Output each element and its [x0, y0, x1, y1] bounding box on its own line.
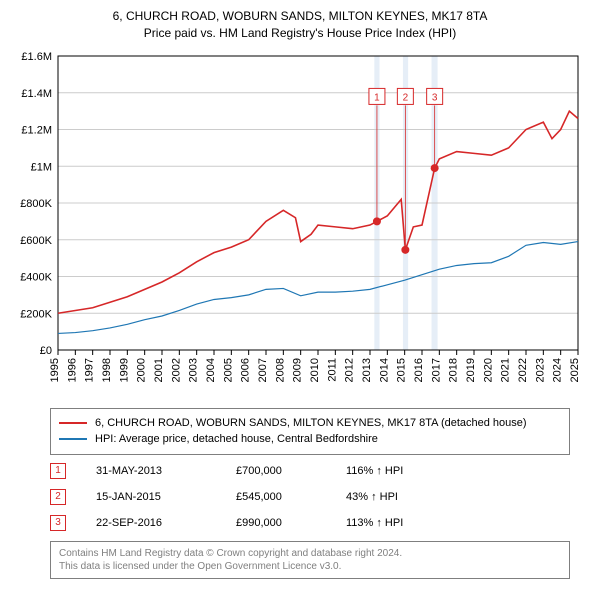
svg-text:2025: 2025 [569, 358, 581, 382]
svg-text:2002: 2002 [170, 358, 182, 382]
sale-marker-box: 1 [50, 463, 66, 479]
svg-text:1995: 1995 [49, 358, 61, 382]
svg-text:2014: 2014 [378, 358, 390, 382]
svg-text:£800K: £800K [20, 198, 52, 210]
svg-text:2011: 2011 [326, 358, 338, 382]
svg-text:1997: 1997 [84, 358, 96, 382]
svg-text:£1.6M: £1.6M [21, 51, 52, 63]
svg-text:2012: 2012 [344, 358, 356, 382]
svg-text:2009: 2009 [292, 358, 304, 382]
sale-marker-box: 2 [50, 489, 66, 505]
title-line-2: Price paid vs. HM Land Registry's House … [10, 25, 590, 42]
title-line-1: 6, CHURCH ROAD, WOBURN SANDS, MILTON KEY… [10, 8, 590, 25]
svg-text:2003: 2003 [188, 358, 200, 382]
svg-text:£0: £0 [40, 345, 52, 357]
sale-pct: 43% ↑ HPI [346, 491, 476, 503]
svg-text:£400K: £400K [20, 271, 52, 283]
legend-item: HPI: Average price, detached house, Cent… [59, 431, 561, 448]
sale-marker-box: 3 [50, 515, 66, 531]
svg-text:1996: 1996 [66, 358, 78, 382]
disclaimer-line-1: Contains HM Land Registry data © Crown c… [59, 548, 402, 559]
svg-text:2001: 2001 [153, 358, 165, 382]
sale-pct: 113% ↑ HPI [346, 517, 476, 529]
sale-date: 22-SEP-2016 [96, 517, 206, 529]
plot-area: £0 £200K £400K £600K £800K £1M £1.2M £1.4M £1.6M… [10, 48, 590, 398]
svg-text:2019: 2019 [465, 358, 477, 382]
chart-container: 6, CHURCH ROAD, WOBURN SANDS, MILTON KEY… [0, 0, 600, 589]
svg-text:2021: 2021 [500, 358, 512, 382]
svg-text:2016: 2016 [413, 358, 425, 382]
svg-text:2006: 2006 [240, 358, 252, 382]
svg-text:2017: 2017 [430, 358, 442, 382]
svg-text:2: 2 [403, 92, 409, 103]
legend: 6, CHURCH ROAD, WOBURN SANDS, MILTON KEY… [50, 408, 570, 455]
svg-text:2018: 2018 [448, 358, 460, 382]
svg-text:2008: 2008 [274, 358, 286, 382]
svg-text:1998: 1998 [101, 358, 113, 382]
svg-text:£200K: £200K [20, 308, 52, 320]
svg-text:2007: 2007 [257, 358, 269, 382]
sale-pct: 116% ↑ HPI [346, 465, 476, 477]
sale-price: £990,000 [236, 517, 316, 529]
table-row: 3 22-SEP-2016 £990,000 113% ↑ HPI [50, 515, 570, 531]
legend-swatch [59, 422, 87, 424]
svg-text:£600K: £600K [20, 234, 52, 246]
legend-item: 6, CHURCH ROAD, WOBURN SANDS, MILTON KEY… [59, 415, 561, 432]
sale-price: £545,000 [236, 491, 316, 503]
svg-text:2004: 2004 [205, 358, 217, 382]
table-row: 2 15-JAN-2015 £545,000 43% ↑ HPI [50, 489, 570, 505]
svg-text:3: 3 [432, 92, 438, 103]
svg-text:2000: 2000 [136, 358, 148, 382]
sale-price: £700,000 [236, 465, 316, 477]
svg-text:2023: 2023 [534, 358, 546, 382]
svg-text:2005: 2005 [222, 358, 234, 382]
legend-swatch [59, 438, 87, 440]
chart-svg: £0 £200K £400K £600K £800K £1M £1.2M £1.4M £1.6M… [10, 48, 590, 398]
svg-text:2013: 2013 [361, 358, 373, 382]
table-row: 1 31-MAY-2013 £700,000 116% ↑ HPI [50, 463, 570, 479]
chart-title: 6, CHURCH ROAD, WOBURN SANDS, MILTON KEY… [10, 8, 590, 42]
sales-table: 1 31-MAY-2013 £700,000 116% ↑ HPI 2 15-J… [50, 463, 570, 531]
svg-text:1999: 1999 [118, 358, 130, 382]
sale-date: 15-JAN-2015 [96, 491, 206, 503]
svg-text:2010: 2010 [309, 358, 321, 382]
svg-text:2015: 2015 [396, 358, 408, 382]
disclaimer: Contains HM Land Registry data © Crown c… [50, 541, 570, 579]
svg-text:£1.4M: £1.4M [21, 87, 52, 99]
svg-text:£1M: £1M [31, 161, 52, 173]
svg-text:£1.2M: £1.2M [21, 124, 52, 136]
svg-text:2022: 2022 [517, 358, 529, 382]
sale-date: 31-MAY-2013 [96, 465, 206, 477]
legend-label: HPI: Average price, detached house, Cent… [95, 431, 378, 448]
svg-text:2024: 2024 [552, 358, 564, 382]
disclaimer-line-2: This data is licensed under the Open Gov… [59, 561, 341, 572]
legend-label: 6, CHURCH ROAD, WOBURN SANDS, MILTON KEY… [95, 415, 527, 432]
svg-text:2020: 2020 [482, 358, 494, 382]
svg-text:1: 1 [374, 92, 380, 103]
